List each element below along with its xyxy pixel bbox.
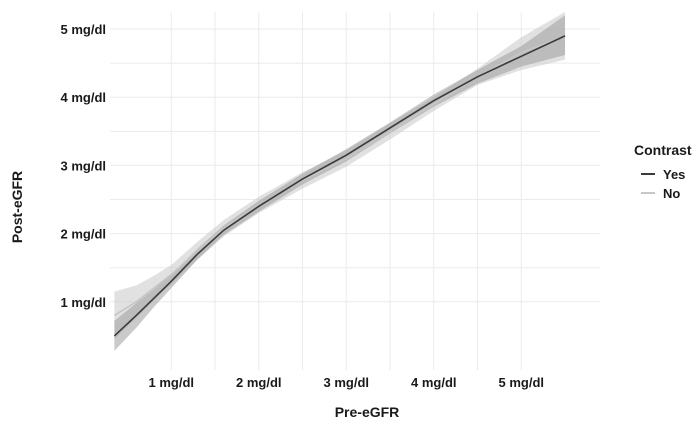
x-tick-label: 5 mg/dl — [498, 375, 544, 390]
legend-label-no: No — [663, 186, 680, 201]
y-axis-ticks: 1 mg/dl 2 mg/dl 3 mg/dl 4 mg/dl 5 mg/dl — [60, 22, 106, 310]
series-lines — [113, 35, 566, 337]
legend: Contrast Yes No — [634, 142, 692, 201]
x-axis-title: Pre-eGFR — [335, 404, 400, 420]
y-tick-label: 1 mg/dl — [60, 295, 106, 310]
x-tick-label: 3 mg/dl — [323, 375, 369, 390]
series-line-yes — [113, 35, 566, 337]
y-tick-label: 4 mg/dl — [60, 90, 106, 105]
legend-title: Contrast — [634, 142, 692, 158]
x-tick-label: 1 mg/dl — [148, 375, 194, 390]
y-tick-label: 2 mg/dl — [60, 227, 106, 242]
confidence-bands — [114, 12, 565, 351]
x-tick-label: 2 mg/dl — [236, 375, 282, 390]
x-tick-label: 4 mg/dl — [411, 375, 457, 390]
y-tick-label: 5 mg/dl — [60, 22, 106, 37]
x-axis-ticks: 1 mg/dl 2 mg/dl 3 mg/dl 4 mg/dl 5 mg/dl — [148, 375, 544, 390]
legend-label-yes: Yes — [663, 167, 685, 182]
confidence-band-yes — [114, 15, 565, 351]
grid — [110, 12, 600, 370]
y-axis-title: Post-eGFR — [9, 171, 25, 243]
y-tick-label: 3 mg/dl — [60, 158, 106, 173]
